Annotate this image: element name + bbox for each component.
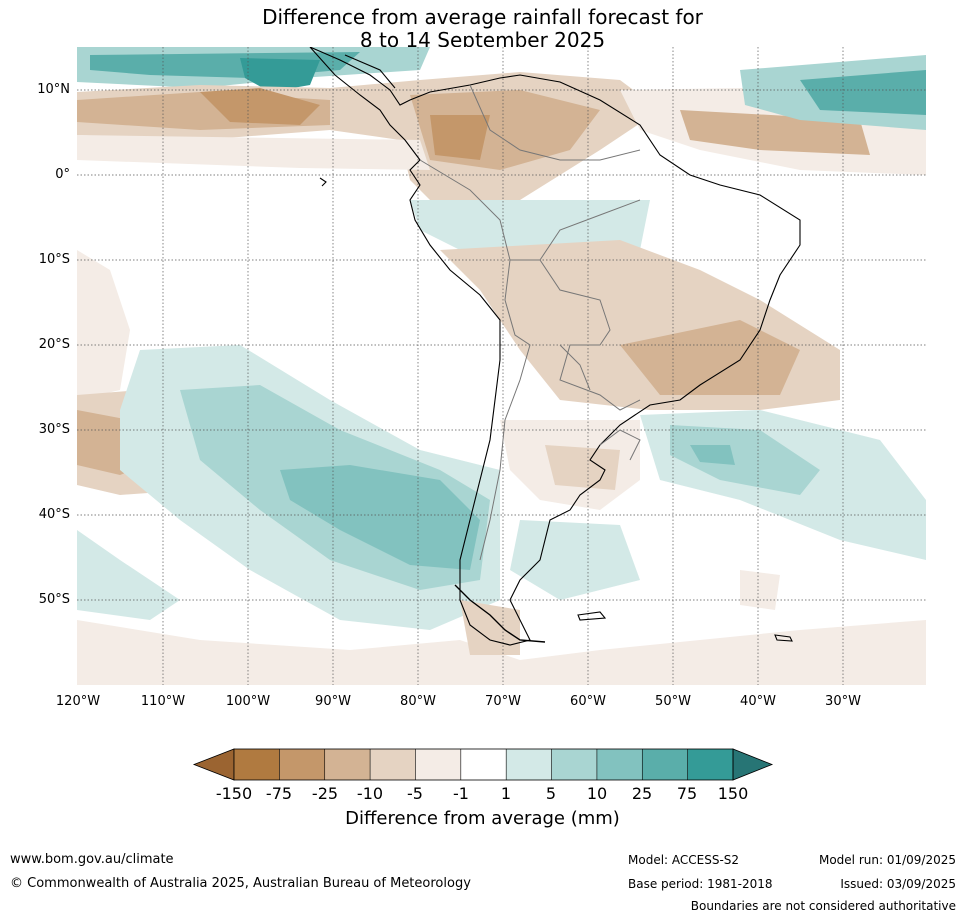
colorbar-segment	[596, 749, 643, 780]
lon-label: 120°W	[55, 694, 101, 709]
dry-zone	[460, 600, 520, 655]
lon-label: 40°W	[740, 694, 776, 709]
colorbar-segment	[415, 749, 461, 780]
colorbar-tick-label: 10	[586, 784, 608, 803]
coastline	[309, 47, 801, 646]
colorbar-frame	[233, 748, 734, 781]
lon-label: 50°W	[655, 694, 691, 709]
lon-label: 110°W	[140, 694, 186, 709]
wet-zone	[510, 520, 640, 600]
dry-zone	[77, 135, 430, 170]
lon-label: 30°W	[825, 694, 861, 709]
issued-text: Issued: 03/09/2025	[840, 877, 956, 891]
base-period-text: Base period: 1981-2018	[628, 877, 773, 891]
lon-label: 90°W	[315, 694, 351, 709]
colorbar-extend-low	[192, 748, 235, 781]
colorbar-segment	[234, 749, 280, 780]
colorbar-title: Difference from average (mm)	[345, 808, 620, 829]
colorbar-segment	[642, 749, 688, 780]
colorbar-extend-high	[732, 748, 774, 781]
lon-label: 100°W	[225, 694, 271, 709]
lat-label: 10°N	[37, 82, 70, 97]
colorbar-tick-label: 150	[717, 784, 749, 803]
colorbar	[192, 748, 774, 781]
colorbar-tick-label: 5	[545, 784, 557, 803]
colorbar-tick-label: -75	[265, 784, 293, 803]
model-run-text: Model run: 01/09/2025	[818, 853, 956, 867]
lat-label: 10°S	[38, 252, 70, 267]
lat-label: 0°	[55, 167, 70, 182]
lat-label: 20°S	[38, 337, 70, 352]
colorbar-tick-label: -5	[407, 784, 423, 803]
map-shading	[77, 47, 926, 685]
colorbar-tick-label: -150	[215, 784, 253, 803]
colorbar-tick-label: -10	[356, 784, 384, 803]
colorbar-tick-label: 25	[631, 784, 653, 803]
lat-label: 30°S	[38, 422, 70, 437]
colorbar-segment	[506, 749, 552, 780]
dry-zone	[545, 445, 620, 490]
lon-label: 80°W	[400, 694, 436, 709]
website-link[interactable]: www.bom.gov.au/climate	[10, 852, 174, 867]
wet-zone	[280, 465, 480, 570]
dry-zone	[77, 620, 926, 685]
disclaimer-text: Boundaries are not considered authoritat…	[690, 899, 956, 913]
country-borders	[419, 84, 641, 561]
lon-label: 70°W	[485, 694, 521, 709]
model-text: Model: ACCESS-S2	[628, 853, 740, 867]
wet-zone	[800, 70, 926, 115]
graticule	[77, 47, 926, 685]
colorbar-segment	[551, 749, 597, 780]
wet-zone	[670, 425, 820, 495]
wet-zone	[77, 530, 180, 620]
colorbar-tick-label: -25	[311, 784, 339, 803]
colorbar-tick-label: 75	[676, 784, 698, 803]
colorbar-segment	[687, 749, 733, 780]
dry-zone	[620, 320, 800, 395]
wet-zone	[240, 58, 320, 92]
dry-zone	[430, 115, 490, 160]
colorbar-tick-label: -1	[453, 784, 469, 803]
colorbar-tick-label: 1	[500, 784, 512, 803]
map-title-line-1: Difference from average rainfall forecas…	[262, 5, 703, 29]
copyright-text: © Commonwealth of Australia 2025, Austra…	[10, 876, 471, 891]
dry-zone	[77, 250, 130, 400]
rainfall-difference-map	[77, 47, 926, 685]
colorbar-segment	[370, 749, 416, 780]
wet-zone	[690, 445, 735, 465]
colorbar-segment	[279, 749, 325, 780]
colorbar-segment	[460, 749, 507, 780]
lon-label: 60°W	[570, 694, 606, 709]
dry-zone	[200, 88, 320, 125]
lat-label: 50°S	[38, 592, 70, 607]
lat-label: 40°S	[38, 507, 70, 522]
colorbar-segment	[324, 749, 371, 780]
